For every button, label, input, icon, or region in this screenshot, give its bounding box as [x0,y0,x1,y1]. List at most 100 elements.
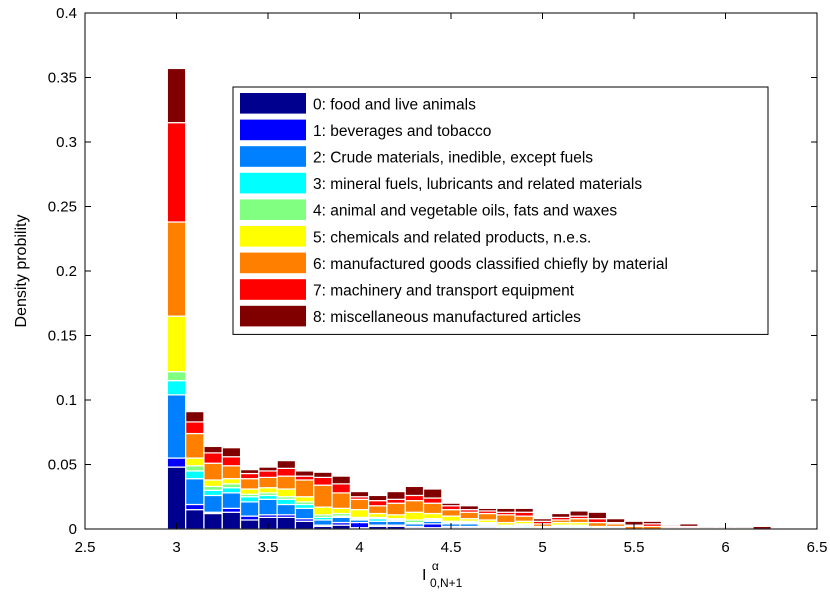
bar-segment-series-1 [185,503,205,511]
x-tick-label: 5.5 [624,539,645,556]
bar-segment-series-2 [276,503,297,516]
bar-segment-series-0 [239,519,260,530]
x-axis-label: I α 0,N+1 [422,557,463,590]
bar-segment-series-8 [368,494,388,502]
bar-segment-series-8 [679,523,699,528]
bar-segment-series-8 [551,512,571,518]
bar-segment-series-0 [276,516,297,530]
bar-segment-series-2 [221,492,242,509]
bar-segment-series-6 [368,505,388,515]
bar-segment-series-7 [221,456,242,467]
x-tick-label: 3.5 [258,539,279,556]
bar-segment-series-5 [185,457,205,467]
bar-segment-series-5 [331,507,351,515]
bar-segment-series-2 [166,394,187,459]
bar-segment-series-2 [185,478,205,506]
bar-segment-series-2 [294,507,315,520]
y-tick-label: 0.3 [56,134,77,151]
legend-swatch [240,172,306,194]
bar-segment-series-8 [239,469,260,475]
y-tick-label: 0.1 [56,392,77,409]
bar-segment-series-8 [496,507,516,513]
bar-segment-series-6 [422,502,443,515]
bar-segment-series-6 [276,475,297,490]
y-tick-label: 0.05 [48,457,77,474]
bar-segment-series-8 [569,510,589,517]
legend-label: 0: food and live animals [313,96,476,113]
bar-segment-series-8 [605,518,626,524]
x-axis-label-base: I [422,567,426,584]
x-axis: 2.5 3 3.5 4 4.5 5 5.5 6 6.5 [75,13,827,556]
legend-swatch [240,279,306,300]
bar-segment-series-6 [441,509,461,517]
bar-segment-series-8 [477,507,498,512]
legend-label: 4: animal and vegetable oils, fats and w… [313,203,617,220]
legend-label: 3: mineral fuels, lubricants and related… [313,176,642,193]
bar-segment-series-8 [349,490,370,498]
bar-segment-series-7 [166,122,187,223]
bar-segment-series-6 [459,511,480,520]
bar-segment-series-0 [221,511,242,530]
bar-segment-series-6 [239,478,260,490]
bar-segment-series-5 [221,478,242,485]
bar-segment-series-8 [221,447,242,458]
bar-segment-series-2 [239,501,260,517]
bar-segment-series-5 [422,512,443,520]
bar-segment-series-6 [496,514,516,524]
x-axis-label-superscript: α [432,559,439,573]
bar-segment-series-0 [203,512,223,530]
bar-segment-series-3 [166,380,187,396]
bar-segment-series-4 [185,465,205,472]
x-tick-label: 5 [538,539,546,556]
bar-segment-series-3 [239,496,260,503]
bar-segment-series-6 [349,498,370,511]
bar-segment-series-6 [331,492,351,509]
bar-segment-series-8 [532,518,553,522]
legend-swatch [240,119,306,141]
y-tick-label: 0.2 [56,263,77,280]
bar-segment-series-2 [203,494,223,513]
legend-swatch [240,305,306,327]
x-tick-label: 6 [721,539,729,556]
bar-segment-series-7 [185,421,205,435]
bar-segment-series-7 [239,472,260,480]
bar-segment-series-5 [239,488,260,495]
bar-segment-series-4 [166,371,187,382]
bar-segment-series-8 [331,475,351,485]
bar-segment-series-6 [203,462,223,481]
bar-segment-series-6 [514,515,534,522]
bar-segment-series-8 [313,471,333,478]
legend-swatch [240,199,306,220]
bar-segment-series-8 [734,525,754,529]
bar-segment-series-8 [587,511,608,520]
bar-segment-series-2 [313,519,333,526]
bar-segment-series-5 [203,479,223,488]
bar-segment-series-8 [642,520,663,525]
y-tick-label: 0.15 [48,328,77,345]
bar-segment-series-6 [221,465,242,480]
bar-segment-series-3 [221,487,242,494]
bar-segment-series-5 [404,511,425,521]
bar-segment-series-2 [331,516,351,524]
x-tick-label: 2.5 [75,539,96,556]
bar-segment-series-5 [349,509,370,518]
bar-segment-series-6 [166,221,187,317]
y-tick-label: 0 [69,521,77,538]
legend-label: 2: Crude materials, inedible, except fue… [313,150,593,167]
bar-segment-series-8 [441,502,461,507]
bar-segment-series-7 [331,483,351,494]
bar-segment-series-0 [166,466,187,530]
bar-segment-series-5 [258,487,278,494]
legend-swatch [240,226,306,247]
bar-segment-series-8 [294,470,315,477]
bar-segment-series-8 [386,490,406,500]
bar-segment-series-7 [422,497,443,504]
bar-segment-series-8 [459,505,480,511]
x-tick-label: 4 [355,539,363,556]
bar-segment-series-7 [313,476,333,486]
bar-segment-series-3 [185,470,205,480]
legend-label: 7: machinery and transport equipment [313,283,575,300]
y-tick-label: 0.35 [48,70,77,87]
y-tick-label: 0.4 [56,5,77,22]
